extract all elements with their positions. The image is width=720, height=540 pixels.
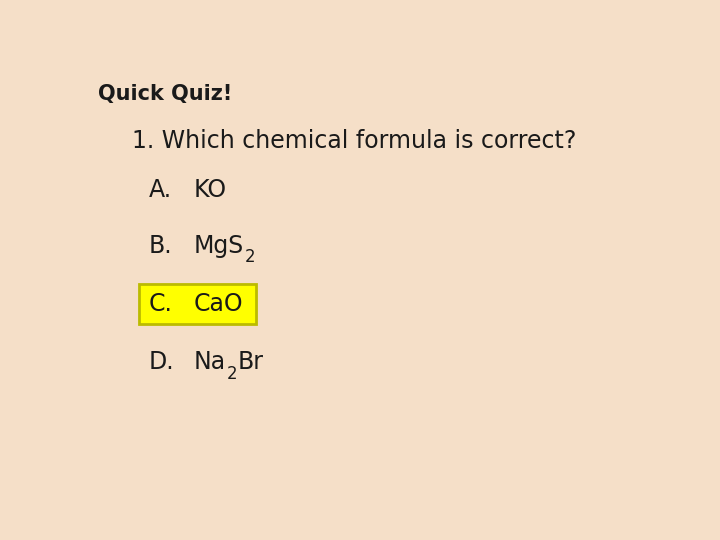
Text: MgS: MgS bbox=[193, 234, 243, 258]
Text: 2: 2 bbox=[245, 248, 255, 266]
Text: A.: A. bbox=[148, 178, 171, 201]
Text: B.: B. bbox=[148, 234, 172, 258]
Text: D.: D. bbox=[148, 350, 174, 374]
Text: KO: KO bbox=[193, 178, 226, 201]
Text: Quick Quiz!: Quick Quiz! bbox=[99, 84, 233, 104]
Bar bbox=[139, 284, 256, 323]
Text: 1. Which chemical formula is correct?: 1. Which chemical formula is correct? bbox=[132, 129, 576, 153]
Text: CaO: CaO bbox=[193, 292, 243, 316]
Text: 2: 2 bbox=[227, 364, 237, 383]
Text: C.: C. bbox=[148, 292, 173, 316]
Text: Br: Br bbox=[238, 350, 264, 374]
Text: Na: Na bbox=[193, 350, 225, 374]
